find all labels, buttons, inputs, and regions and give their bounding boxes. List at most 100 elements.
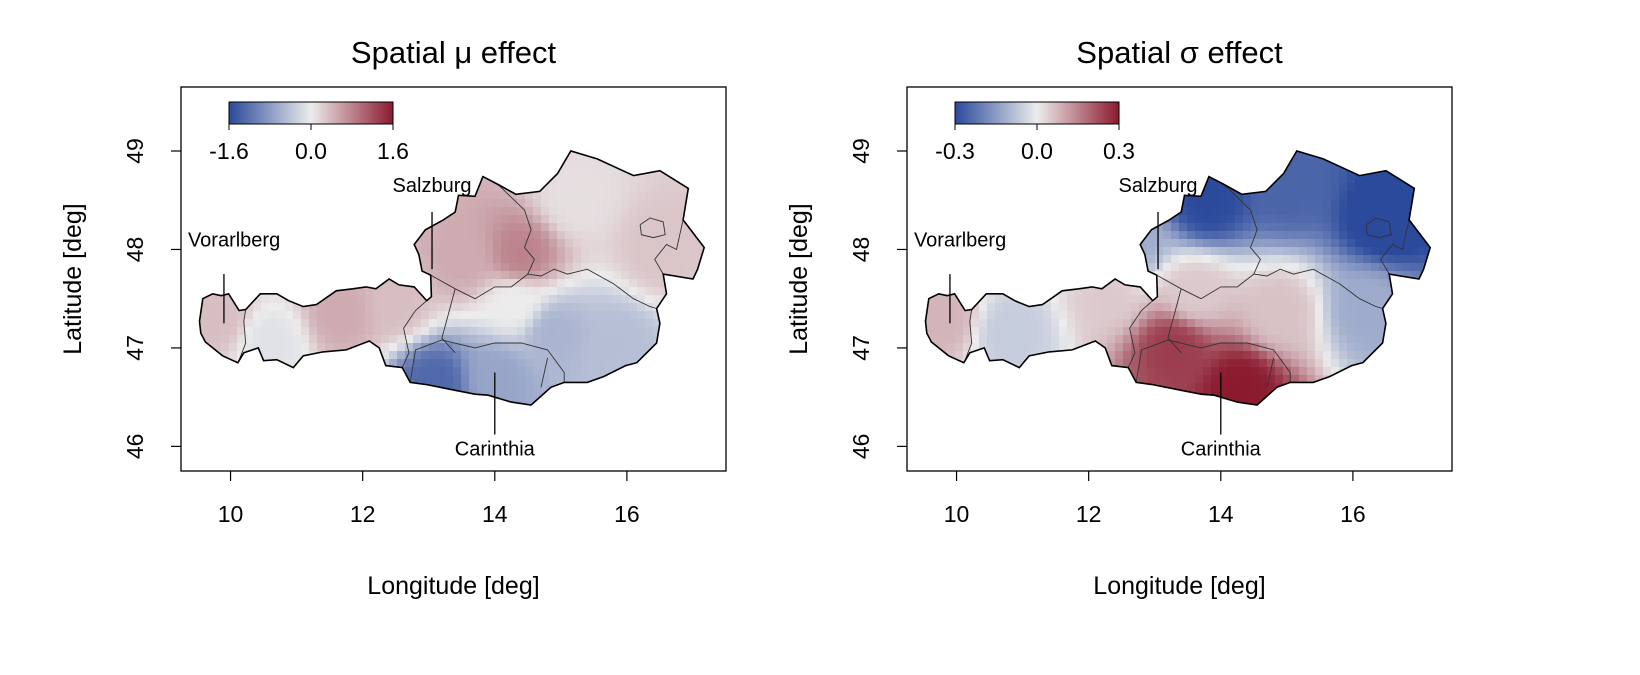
heat-cell [637,191,646,200]
heat-cell [437,279,446,288]
heat-cell [1411,295,1420,304]
heat-cell [557,391,566,400]
heat-cell [1419,167,1428,176]
heat-cell [1011,151,1020,152]
heat-cell [341,375,350,384]
heat-cell [907,151,916,160]
heat-cell [557,191,566,200]
heat-cell [661,375,670,384]
heat-cell [613,151,622,160]
heat-cell [1371,199,1380,208]
heat-cell [653,151,662,152]
heat-cell [477,327,486,336]
heat-cell [1355,135,1364,144]
heat-cell [931,303,940,312]
heat-cell [565,151,574,160]
heat-cell [261,167,270,176]
heat-cell [1259,327,1268,336]
heat-cell [1283,135,1292,144]
heat-cell [1003,407,1012,416]
heat-cell [1267,359,1276,368]
heat-cell [1307,319,1316,328]
heat-cell [261,151,270,152]
heat-cell [1243,343,1252,352]
heat-cell [261,407,270,416]
heat-cell [229,199,238,208]
heat-cell [405,311,414,320]
heat-cell [1331,167,1340,176]
heat-cell [237,327,246,336]
heat-cell [205,359,214,368]
heat-cell [301,367,310,376]
heat-cell [1323,383,1332,392]
heat-cell [245,367,254,376]
heat-cell [485,319,494,328]
heat-cell [1211,247,1220,256]
heat-cell [1427,263,1431,272]
heat-cell [621,343,630,352]
heat-cell [199,191,206,200]
heat-cell [669,415,678,424]
heat-cell [701,175,705,184]
heat-cell [445,367,454,376]
heat-cell [293,247,302,256]
heat-cell [413,311,422,320]
heat-cell [1235,407,1244,416]
heat-cell [1331,415,1340,424]
heat-cell [269,327,278,336]
heat-cell [1315,391,1324,400]
heat-cell [1363,151,1372,152]
heat-cell [1179,207,1188,216]
heat-cell [1267,335,1276,344]
heat-cell [429,351,438,360]
heat-cell [1339,239,1348,248]
heat-cell [429,319,438,328]
heat-cell [653,247,662,256]
heat-cell [1323,351,1332,360]
heat-cell [1219,207,1228,216]
heat-cell [645,271,654,280]
heat-cell [261,295,270,304]
heat-cell [341,223,350,232]
heat-cell [517,295,526,304]
heat-cell [245,383,254,392]
heat-cell [629,271,638,280]
heat-cell [509,135,518,144]
heat-cell [421,207,430,216]
heat-cell [1051,175,1060,184]
heat-cell [1171,327,1180,336]
heat-cell [1275,359,1284,368]
heat-cell [971,415,980,424]
heat-cell [1395,239,1404,248]
heat-cell [605,199,614,208]
heat-cell [333,375,342,384]
heat-cell [1019,207,1028,216]
heat-cell [669,279,678,288]
heat-cell [285,359,294,368]
heat-cell [285,255,294,264]
heat-cell [365,159,374,168]
heat-cell [429,271,438,280]
heat-cell [629,215,638,224]
heat-cell [237,287,246,296]
heat-cell [221,167,230,176]
heat-cell [421,279,430,288]
heat-cell [1291,207,1300,216]
heat-cell [915,303,924,312]
heat-cell [621,255,630,264]
heat-cell [1035,367,1044,376]
heat-cell [581,247,590,256]
heat-cell [317,303,326,312]
heat-cell [1067,399,1076,405]
heat-cell [1379,199,1388,208]
heat-cell [189,143,198,152]
heat-cell [1323,207,1332,216]
heat-cell [333,399,342,405]
heat-cell [1195,207,1204,216]
heat-cell [645,151,654,160]
heat-cell [1123,399,1132,405]
heat-cell [261,135,270,144]
heat-cell [963,215,972,224]
heat-cell [1131,343,1140,352]
heat-cell [1379,223,1388,232]
